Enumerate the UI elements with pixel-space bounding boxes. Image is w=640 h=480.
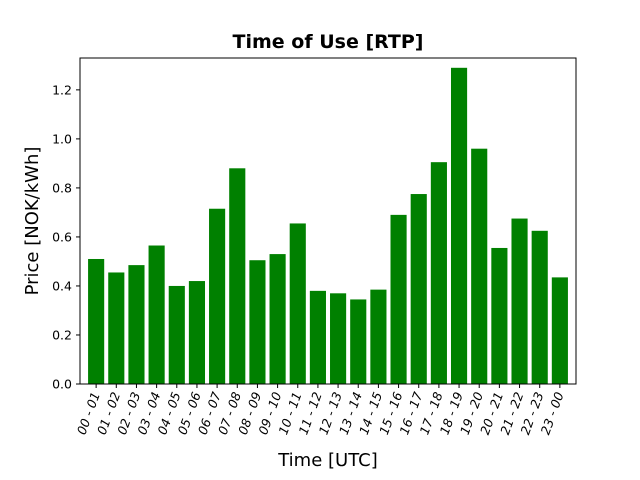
bar-8 [249, 260, 266, 384]
y-tick-label: 0.6 [52, 229, 72, 244]
bar-21 [511, 218, 528, 384]
bar-18 [450, 67, 468, 385]
bar-11 [309, 290, 326, 384]
bar-9 [269, 254, 286, 384]
bar-1 [108, 272, 125, 384]
bar-7 [229, 168, 246, 384]
bar-0 [88, 258, 105, 384]
y-axis-label: Price [NOK/kWh] [22, 147, 43, 296]
y-tick-label: 0.0 [52, 377, 72, 392]
x-axis-label: Time [UTC] [277, 450, 378, 471]
y-tick-label: 1.2 [52, 82, 72, 97]
y-axis-ticks: 0.0 0.2 0.4 0.6 0.8 1.0 1.2 [52, 82, 80, 392]
bar-12 [330, 293, 347, 384]
bar-15 [390, 214, 407, 384]
y-tick-label: 0.4 [52, 278, 72, 293]
bar-16 [410, 194, 427, 384]
bar-14 [370, 289, 387, 384]
bar-20 [491, 247, 508, 384]
chart-title: Time of Use [RTP] [233, 31, 424, 53]
bar-10 [289, 223, 306, 384]
bar-13 [350, 299, 367, 384]
bar-19 [471, 148, 488, 384]
bars-group [88, 67, 568, 385]
bar-3 [148, 245, 165, 384]
bar-23 [551, 277, 568, 384]
bar-6 [209, 208, 226, 384]
bar-2 [128, 265, 145, 384]
y-tick-label: 1.0 [52, 131, 72, 146]
y-tick-label: 0.2 [52, 327, 72, 342]
bar-4 [168, 285, 185, 384]
bar-5 [188, 281, 206, 384]
bar-22 [531, 230, 548, 384]
plot-frame [79, 57, 577, 385]
bar-17 [430, 162, 447, 384]
y-tick-label: 0.8 [52, 180, 72, 195]
